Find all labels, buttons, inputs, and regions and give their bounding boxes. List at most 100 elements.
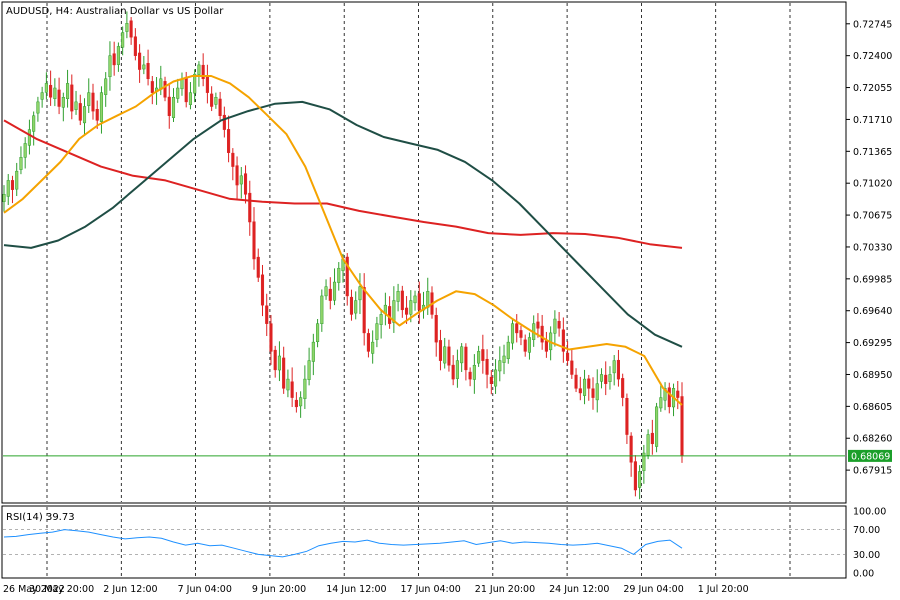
- candle-body: [451, 364, 455, 380]
- candle-body: [142, 64, 146, 70]
- candle-body: [388, 306, 392, 324]
- candle-body: [599, 374, 604, 382]
- candle-body: [608, 374, 612, 382]
- candle-body: [19, 157, 23, 170]
- current-price-line: 0.68069: [3, 449, 892, 462]
- candle-body: [95, 108, 99, 121]
- candle-body: [70, 84, 74, 112]
- candle-body: [324, 286, 328, 297]
- candle-body: [286, 378, 290, 391]
- candle-body: [536, 321, 540, 329]
- vertical-grid: [46, 3, 791, 577]
- candle-body: [176, 87, 180, 99]
- candle-body: [53, 87, 57, 99]
- candle-body: [243, 173, 248, 195]
- price-label: 0.67915: [853, 466, 892, 477]
- candle-body: [527, 337, 532, 353]
- candle-body: [638, 471, 642, 488]
- candle-body: [396, 291, 400, 302]
- candle-body: [650, 432, 654, 445]
- candle-body: [557, 320, 561, 329]
- candle-body: [612, 360, 616, 374]
- candle-body: [400, 290, 404, 311]
- candle-body: [633, 461, 637, 491]
- candle-body: [239, 175, 243, 185]
- price-label: 0.70675: [853, 211, 892, 222]
- time-label: 24 Jun 12:00: [549, 584, 609, 595]
- candle-body: [78, 103, 82, 121]
- candle-body: [485, 358, 489, 375]
- candle-body: [574, 374, 578, 389]
- candle-body: [231, 152, 235, 167]
- price-label: 0.72055: [853, 83, 892, 94]
- candle-body: [337, 267, 341, 283]
- candle-body: [468, 371, 472, 380]
- candle-body: [311, 341, 315, 362]
- candle-body: [248, 192, 252, 223]
- candle-body: [125, 23, 129, 32]
- candle-body: [434, 314, 438, 343]
- candle-body: [375, 323, 379, 340]
- candle-body: [167, 96, 171, 116]
- candle-body: [214, 97, 218, 105]
- candle-body: [6, 180, 10, 197]
- candle-body: [587, 378, 591, 389]
- fast-ma-line: [3, 75, 683, 406]
- time-label: 26 May 2022: [3, 584, 65, 595]
- candle-body: [417, 293, 421, 311]
- candle-body: [138, 52, 142, 70]
- price-label: 0.69295: [853, 338, 892, 349]
- candle-body: [561, 329, 565, 352]
- candle-body: [362, 287, 366, 334]
- price-label: 0.72745: [853, 19, 892, 30]
- candle-body: [57, 89, 61, 107]
- candle-body: [443, 346, 447, 364]
- chart-title: AUDUSD, H4: Australian Dollar vs US Doll…: [6, 6, 224, 17]
- candle-body: [409, 300, 413, 315]
- price-label: 0.68605: [853, 402, 892, 413]
- candle-body: [604, 374, 608, 384]
- candle-body: [578, 388, 582, 394]
- candle-body: [510, 323, 515, 344]
- time-label: 29 Jun 04:00: [623, 584, 683, 595]
- candle-body: [10, 180, 15, 190]
- candle-body: [629, 435, 633, 463]
- candle-body: [506, 341, 510, 359]
- candle-body: [332, 281, 337, 301]
- candle-body: [544, 340, 548, 352]
- candle-body: [316, 323, 320, 343]
- rsi-line: [3, 529, 683, 558]
- time-label: 17 Jun 04:00: [401, 584, 461, 595]
- candle-body: [667, 387, 671, 408]
- candle-body: [616, 359, 620, 380]
- candle-body: [354, 300, 358, 314]
- candle-body: [477, 351, 481, 364]
- candle-body: [570, 360, 574, 375]
- candle-body: [392, 300, 396, 323]
- candle-body: [133, 36, 137, 56]
- rsi-tick-label: 0.00: [853, 569, 874, 580]
- candle-body: [150, 81, 154, 93]
- candle-body: [210, 93, 214, 107]
- candle-body: [642, 452, 646, 472]
- slow-ma-line: [3, 119, 683, 249]
- candle-body: [15, 170, 19, 190]
- candle-body: [621, 378, 625, 398]
- candle-body: [358, 286, 362, 301]
- candles: [2, 11, 684, 500]
- candle-body: [455, 360, 459, 379]
- candle-body: [540, 325, 544, 343]
- candle-body: [290, 381, 294, 398]
- candle-body: [112, 53, 116, 66]
- moving-averages: [3, 75, 683, 406]
- candle-body: [659, 397, 663, 409]
- time-label: 30 May 20:00: [29, 584, 94, 595]
- candle-body: [163, 81, 167, 98]
- candle-body: [566, 352, 570, 361]
- candle-body: [366, 333, 370, 352]
- candle-body: [27, 129, 31, 146]
- candle-body: [523, 339, 527, 352]
- candle-body: [108, 55, 112, 78]
- candle-body: [87, 92, 91, 106]
- candle-body: [294, 399, 298, 408]
